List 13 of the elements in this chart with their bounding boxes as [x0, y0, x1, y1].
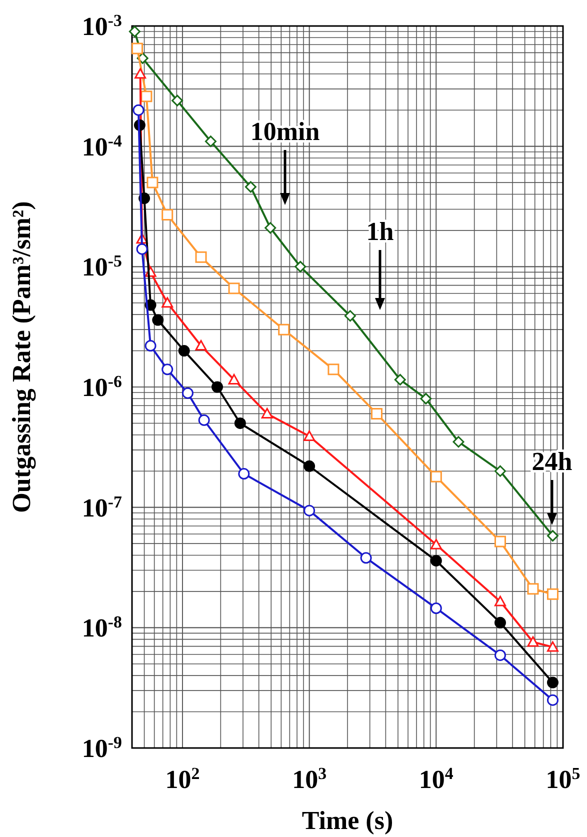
x-tick-label: 10$^{5}$: [546, 764, 580, 794]
x-tick-label: 10$^{2}$: [165, 764, 200, 794]
x-tick-label: 10$^{3}$: [292, 764, 327, 794]
y-tick-label: 10$^{-5}$: [82, 251, 122, 282]
y-tick-label: 10$^{-4}$: [82, 130, 123, 162]
y-tick-label: 10$^{-7}$: [82, 492, 123, 522]
y-tick-label: 10$^{-8}$: [82, 612, 122, 643]
x-axis-title: Time (s): [302, 806, 394, 835]
y-tick-label: 10$^{-9}$: [82, 732, 122, 763]
x-tick-label: 10$^{4}$: [418, 764, 454, 794]
y-axis-title: Outgassing Rate (Pam³/sm²): [7, 201, 36, 513]
y-tick-label: 10$^{-3}$: [82, 10, 122, 41]
y-tick-label: 10$^{-6}$: [82, 372, 122, 402]
